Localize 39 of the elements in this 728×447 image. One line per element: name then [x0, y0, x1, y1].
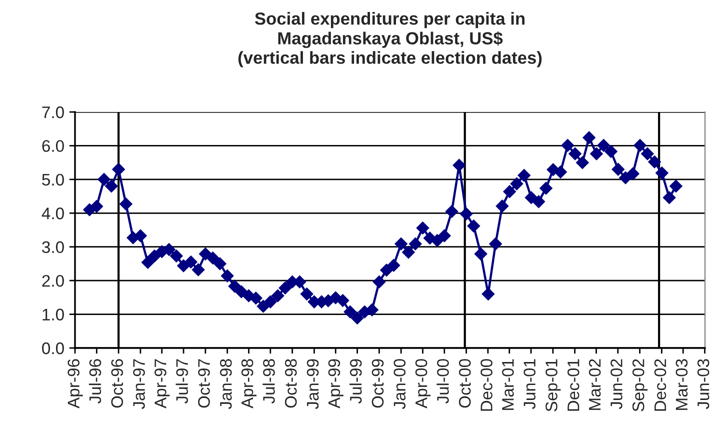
- x-tick-label: Oct-96: [111, 359, 124, 408]
- y-tick-label: 3.0: [42, 241, 64, 254]
- chart-title: Social expenditures per capita in Magadanskaya Oblast, US$ (vertical bars indicate election dates): [238, 12, 542, 68]
- x-tick-label: Jun-02: [610, 359, 622, 410]
- x-tick-label: Jan-97: [133, 359, 145, 410]
- x-tick-label: Jul-97: [176, 359, 188, 404]
- x-tick-label: Jun-01: [524, 359, 536, 410]
- x-tick-label: Mar-01: [502, 359, 514, 410]
- y-tick-label: 6.0: [42, 140, 64, 152]
- x-tick-label: Jan-99: [306, 359, 319, 410]
- x-tick-label: Apr-97: [154, 359, 170, 408]
- x-tick-label: Jul-96: [88, 359, 102, 404]
- x-tick-label: Jul-99: [350, 359, 362, 404]
- x-tick-label: Mar-02: [588, 359, 601, 410]
- x-tick-label: Jul-98: [262, 359, 275, 404]
- x-tick-label: Jun-03: [697, 359, 710, 410]
- x-tick-label: Dec-00: [480, 359, 492, 411]
- x-tick-label: Oct-97: [198, 359, 210, 408]
- x-tick-label: Jan-00: [394, 359, 406, 410]
- x-tick-label: Apr-96: [68, 359, 83, 408]
- y-tick-label: 1.0: [42, 308, 64, 320]
- x-tick-label: Oct-99: [372, 359, 384, 408]
- y-tick-label: 2.0: [42, 274, 64, 287]
- x-tick-label: Dec-02: [654, 359, 666, 411]
- x-tick-label: Dec-01: [567, 359, 580, 411]
- x-tick-label: Mar-03: [676, 359, 688, 410]
- x-tick-label: Oct-98: [284, 359, 297, 408]
- y-tick-label: 5.0: [42, 174, 64, 186]
- x-tick-label: Oct-00: [458, 359, 471, 408]
- x-tick-label: Apr-00: [415, 359, 430, 408]
- y-tick-label: 7.0: [42, 106, 64, 118]
- y-tick-label: 0.0: [42, 342, 64, 354]
- x-tick-label: Sep-02: [632, 359, 648, 412]
- x-tick-label: Jan-98: [220, 359, 232, 410]
- x-tick-label: Apr-98: [241, 359, 257, 408]
- x-tick-label: Apr-99: [328, 359, 344, 408]
- x-tick-label: Jul-00: [436, 359, 449, 404]
- y-tick-label: 4.0: [42, 208, 64, 220]
- x-tick-label: Sep-01: [546, 359, 561, 412]
